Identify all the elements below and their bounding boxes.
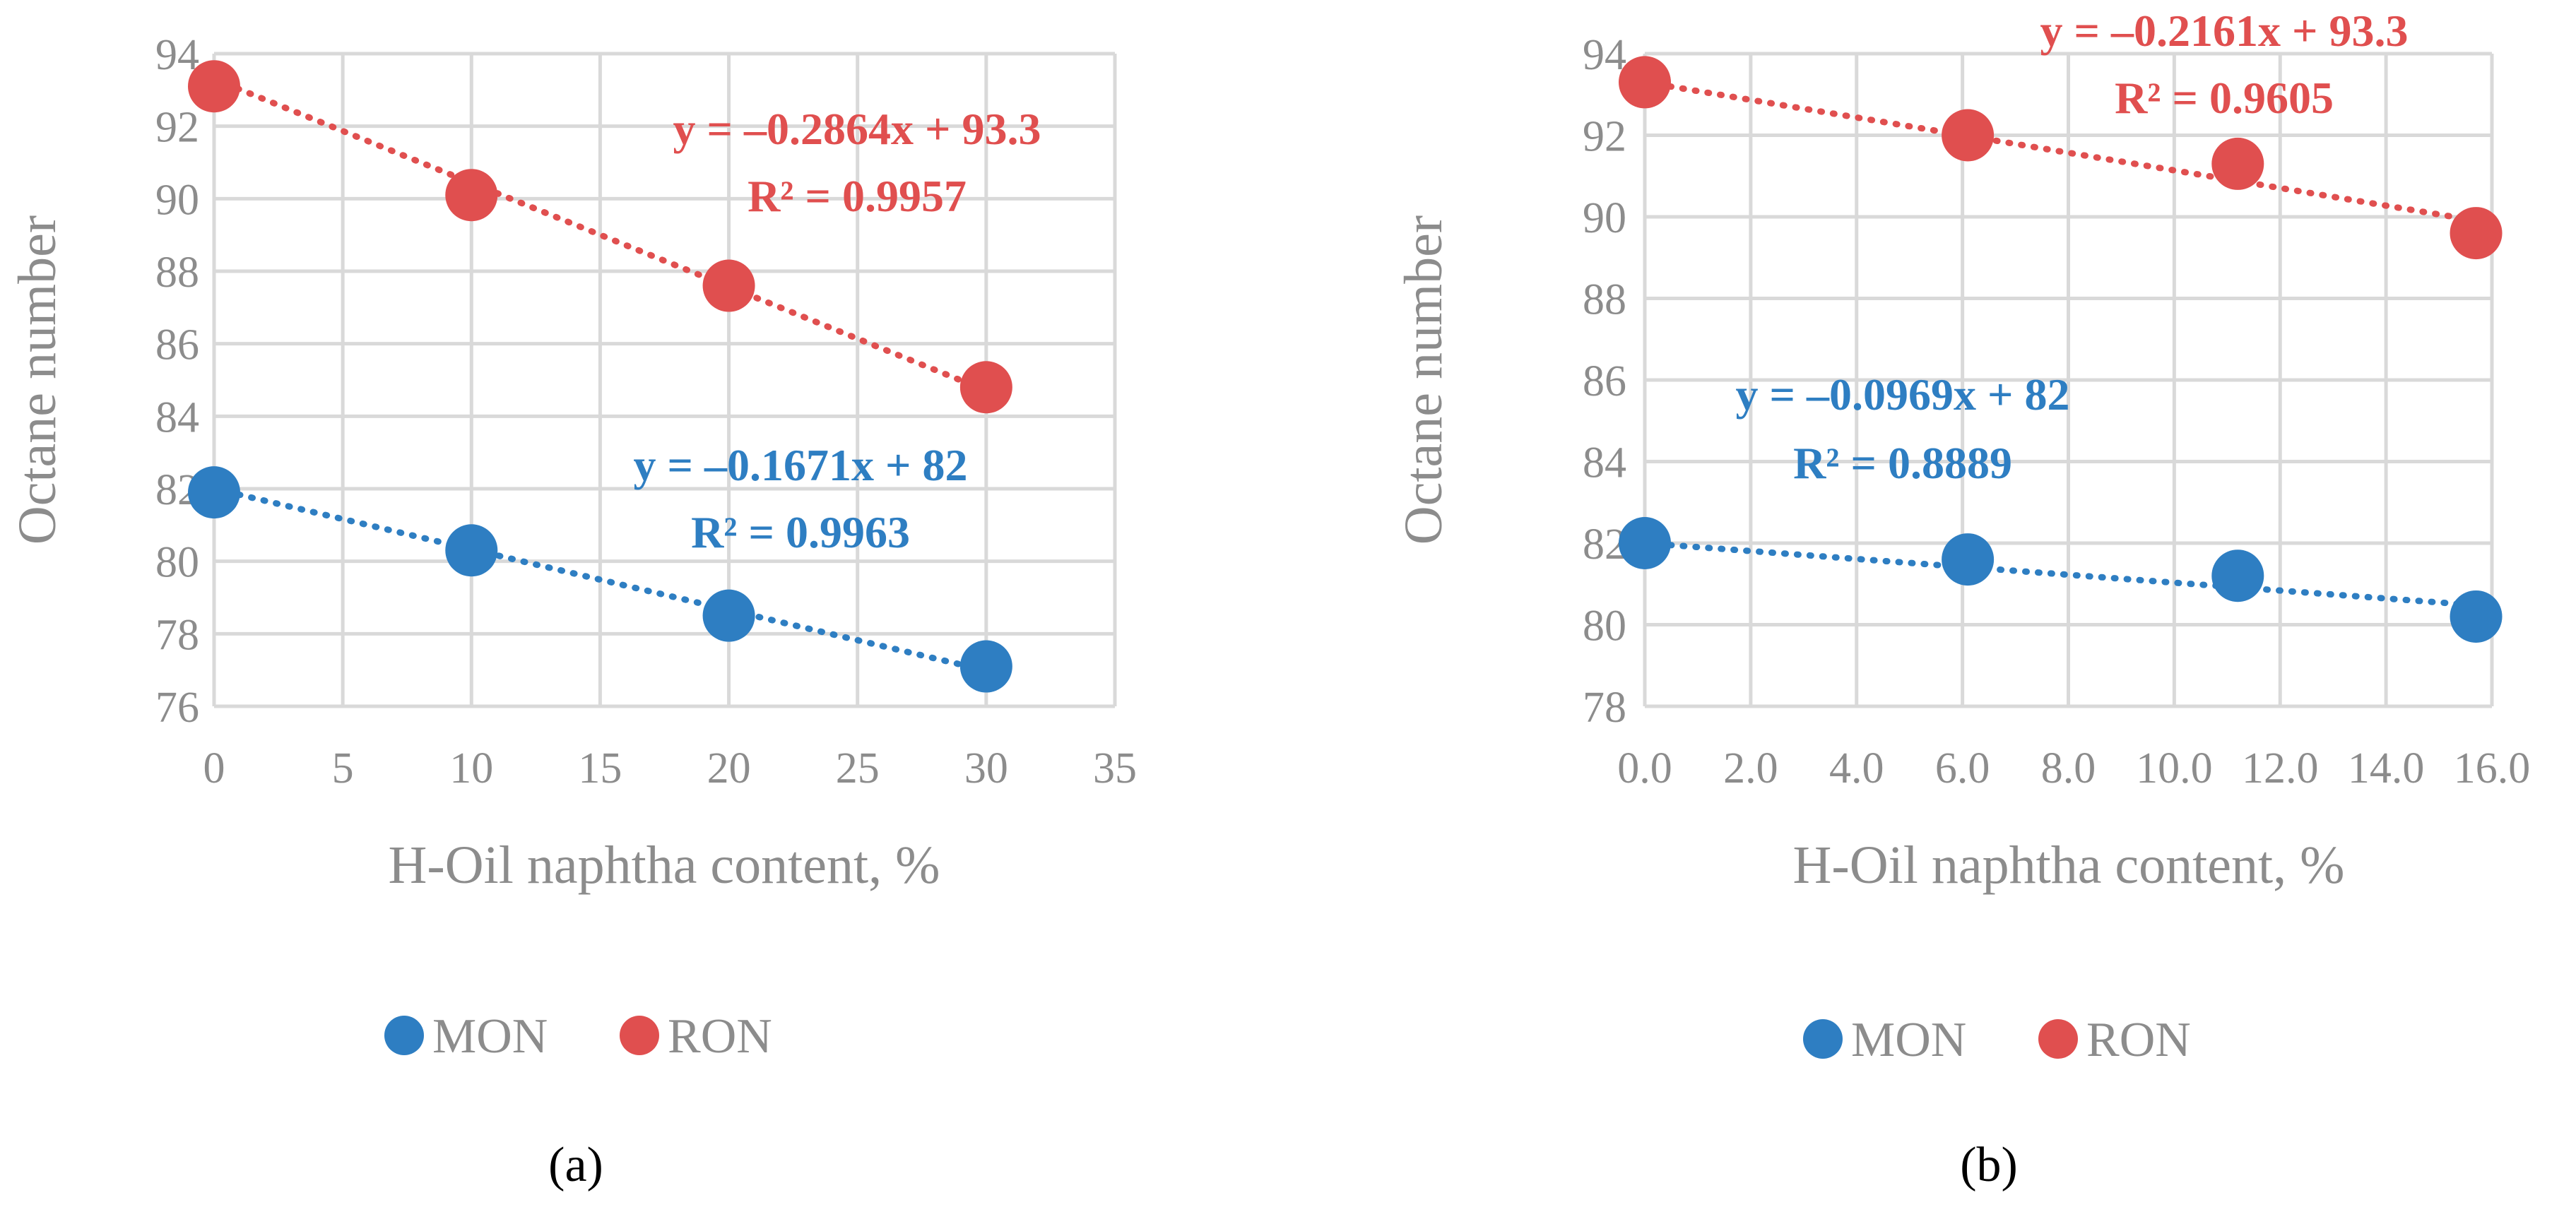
y-tick-label: 80	[1583, 602, 1626, 650]
ron-r-squared: R² = 0.9957	[748, 171, 967, 221]
y-tick-label: 78	[155, 611, 199, 659]
x-tick-label: 15	[578, 744, 622, 792]
mon-data-point	[702, 589, 755, 642]
ron-r-squared: R² = 0.9605	[2115, 73, 2334, 123]
mon-data-point	[1619, 517, 1671, 569]
y-tick-label: 84	[1583, 439, 1626, 487]
mon-data-point	[2450, 590, 2503, 643]
y-axis-title: Octane number	[8, 215, 67, 545]
ron-trend-equation: y = –0.2864x + 93.3	[673, 104, 1041, 154]
y-tick-label: 88	[1583, 276, 1626, 324]
mon-legend-marker	[384, 1016, 424, 1055]
mon-r-squared: R² = 0.8889	[1793, 438, 2012, 488]
x-tick-label: 20	[707, 744, 751, 792]
x-tick-label: 10.0	[2136, 744, 2213, 792]
y-tick-label: 86	[155, 321, 199, 369]
x-tick-label: 30	[964, 744, 1008, 792]
y-tick-label: 76	[155, 684, 199, 732]
y-tick-label: 94	[155, 31, 199, 79]
ron-legend-label: RON	[2086, 1013, 2191, 1067]
mon-legend-label: MON	[1851, 1013, 1966, 1067]
mon-trendline	[211, 485, 990, 674]
x-tick-label: 4.0	[1829, 744, 1884, 792]
ron-trendline	[211, 76, 990, 394]
x-tick-label: 6.0	[1935, 744, 1990, 792]
x-tick-label: 0.0	[1617, 744, 1672, 792]
y-tick-label: 92	[155, 104, 199, 152]
mon-data-point	[959, 640, 1012, 693]
x-tick-label: 16.0	[2454, 744, 2531, 792]
x-axis-title: H-Oil naphtha content, %	[1793, 836, 2345, 895]
y-tick-label: 86	[1583, 357, 1626, 405]
x-tick-label: 8.0	[2041, 744, 2096, 792]
mon-legend-label: MON	[432, 1009, 548, 1064]
mon-r-squared: R² = 0.9963	[691, 507, 910, 557]
x-tick-label: 0	[203, 744, 225, 792]
ron-data-point	[702, 259, 755, 312]
mon-data-point	[188, 466, 240, 519]
mon-legend-marker	[1803, 1019, 1843, 1059]
mon-trend-equation: y = –0.0969x + 82	[1736, 369, 2070, 420]
x-tick-label: 14.0	[2348, 744, 2425, 792]
y-tick-label: 80	[155, 539, 199, 587]
x-tick-label: 12.0	[2242, 744, 2319, 792]
x-tick-label: 25	[836, 744, 880, 792]
mon-data-point	[445, 524, 498, 577]
y-tick-label: 90	[1583, 194, 1626, 242]
mon-trendline	[1641, 540, 2480, 609]
y-tick-label: 78	[1583, 684, 1626, 732]
panel-label: (a)	[548, 1138, 603, 1192]
x-tick-label: 5	[332, 744, 354, 792]
ron-data-point	[1942, 109, 1995, 162]
ron-trend-equation: y = –0.2161x + 93.3	[2040, 6, 2409, 56]
ron-legend-marker	[620, 1016, 659, 1055]
y-tick-label: 90	[155, 176, 199, 224]
panel-label: (b)	[1960, 1138, 2018, 1192]
y-tick-label: 92	[1583, 113, 1626, 161]
ron-trendline	[1641, 78, 2480, 224]
ron-data-point	[2211, 137, 2264, 190]
x-tick-label: 35	[1093, 744, 1137, 792]
y-tick-label: 84	[155, 393, 199, 441]
ron-data-point	[188, 60, 240, 113]
ron-data-point	[959, 361, 1012, 414]
y-tick-label: 88	[155, 249, 199, 297]
ron-legend-label: RON	[668, 1009, 772, 1064]
x-axis-title: H-Oil naphtha content, %	[389, 836, 940, 895]
y-axis-title: Octane number	[1394, 215, 1453, 545]
x-tick-label: 10	[449, 744, 493, 792]
x-tick-label: 2.0	[1723, 744, 1778, 792]
y-tick-label: 94	[1583, 31, 1626, 79]
mon-data-point	[1942, 533, 1995, 586]
mon-trend-equation: y = –0.1671x + 82	[634, 440, 968, 490]
ron-legend-marker	[2038, 1019, 2078, 1059]
ron-data-point	[445, 169, 498, 222]
ron-data-point	[1619, 56, 1671, 109]
mon-data-point	[2211, 549, 2264, 602]
ron-data-point	[2450, 207, 2503, 260]
